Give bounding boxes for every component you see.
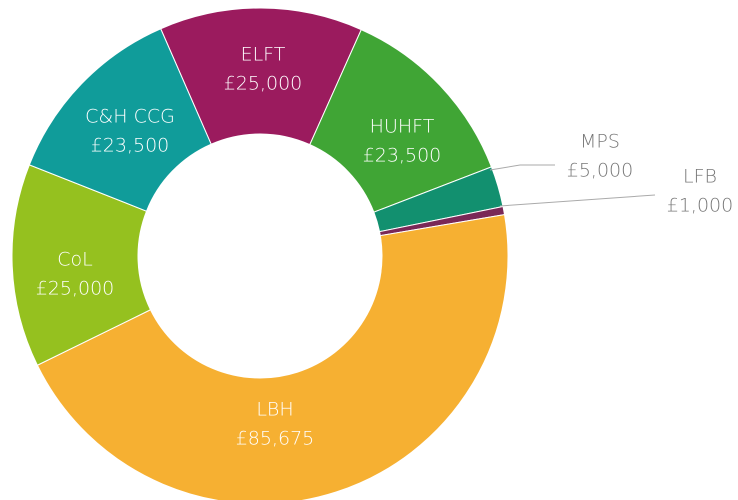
slice-value-label: £25,000: [224, 73, 303, 95]
slice-label: CoL: [57, 249, 92, 271]
leader-line: [499, 194, 656, 207]
slice-label: HUHFT: [370, 116, 435, 138]
slice-value-label: £5,000: [567, 160, 633, 182]
slice-label: C&H CCG: [85, 106, 175, 128]
slice-value-label: £23,500: [91, 135, 170, 157]
slice-value-label: £23,500: [363, 145, 442, 167]
slice-value-label: £25,000: [36, 278, 115, 300]
leader-line: [489, 164, 555, 171]
slice-label: ELFT: [241, 44, 286, 66]
slice: [28, 28, 212, 212]
slice-label: MPS: [580, 131, 620, 153]
slice-label: LBH: [256, 399, 293, 421]
slice-value-label: £85,675: [236, 428, 315, 450]
slice: [36, 214, 509, 500]
slice-label: LFB: [683, 166, 717, 188]
slice-value-label: £1,000: [667, 195, 733, 217]
